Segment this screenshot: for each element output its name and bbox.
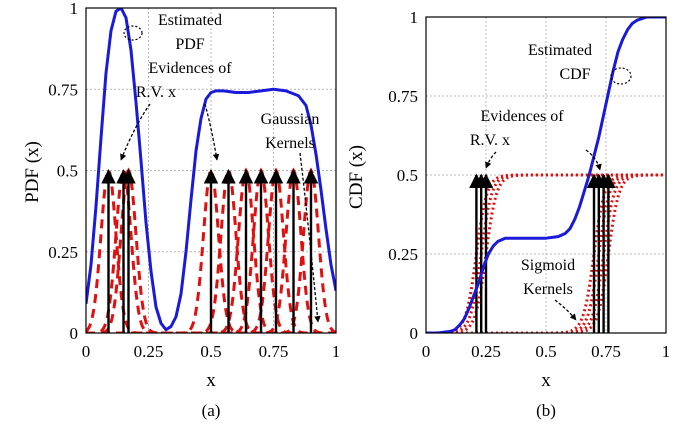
- estimated-pdf-line: [86, 8, 336, 332]
- x-tick-labels-a: 0 0.25 0.5 0.75 1: [82, 342, 341, 361]
- y-tick-label: 0: [70, 324, 79, 343]
- annotation-evidences-a: Evidences of R.V. x: [120, 60, 232, 161]
- annotation-evidences-b: Evidences of R.V. x: [470, 108, 602, 171]
- annotation-gaussian-kernels: Gaussian Kernels: [261, 111, 321, 323]
- y-tick-label: 0.75: [48, 80, 78, 99]
- pointer-arrow: [299, 152, 321, 323]
- annotation-line: CDF: [559, 66, 590, 83]
- annotation-estimated-cdf: Estimated CDF: [528, 42, 632, 85]
- y-tick-label: 0.25: [48, 243, 78, 262]
- pointer-arrow: [204, 103, 220, 161]
- annotation-sigmoid-kernels: Sigmoid Kernels: [521, 257, 577, 321]
- x-tick-label: 1: [332, 342, 341, 361]
- annotation-line: PDF: [175, 36, 204, 53]
- annotation-line: Estimated: [528, 42, 592, 59]
- x-tick-label: 0: [422, 342, 431, 361]
- annotation-estimated-pdf: Estimated PDF: [123, 12, 222, 53]
- annotation-line: R.V. x: [470, 132, 510, 149]
- panel-a: 0 0.25 0.5 0.75 1 0 0.25 0.5 0.75 1 x PDF (x) (a…: [22, 0, 340, 420]
- y-tick-labels-b: 0 0.25 0.5 0.75 1: [388, 8, 418, 343]
- x-tick-label: 0.75: [591, 342, 621, 361]
- highlight-ellipse: [610, 67, 632, 85]
- pointer-arrow: [585, 149, 602, 171]
- plot-frame-a: [85, 7, 337, 334]
- annotation-line: Evidences of: [480, 108, 564, 125]
- y-axis-label-a: PDF (x): [22, 141, 43, 203]
- annotation-line: Gaussian: [261, 111, 320, 128]
- y-tick-label: 0.5: [397, 166, 418, 185]
- annotation-line: Evidences of: [148, 60, 232, 77]
- x-tick-label: 0.5: [200, 342, 221, 361]
- y-tick-label: 0.5: [57, 162, 78, 181]
- annotation-line: R.V. x: [136, 84, 176, 101]
- y-axis-label-b: CDF (x): [346, 145, 367, 209]
- x-tick-label: 0.25: [471, 342, 501, 361]
- estimated-cdf-line: [426, 17, 666, 333]
- x-tick-label: 0.75: [259, 342, 289, 361]
- plot-frame-b: [425, 16, 667, 334]
- y-tick-labels-a: 0 0.25 0.5 0.75 1: [48, 0, 78, 343]
- y-tick-label: 0.75: [388, 87, 418, 106]
- annotation-line: Kernels: [265, 135, 315, 152]
- annotation-line: Kernels: [523, 281, 573, 298]
- y-tick-label: 1: [410, 8, 419, 27]
- y-tick-label: 0.25: [388, 245, 418, 264]
- x-axis-label-a: x: [206, 370, 216, 391]
- y-tick-label: 1: [70, 0, 79, 18]
- panel-b: 0 0.25 0.5 0.75 1 0 0.25 0.5 0.75 1 x CDF (x) (b…: [346, 8, 670, 420]
- pointer-arrow: [120, 103, 151, 161]
- evidence-arrows-a: [101, 169, 319, 333]
- pointer-arrow: [554, 299, 577, 321]
- annotation-line: Sigmoid: [521, 257, 575, 274]
- x-tick-label: 0: [82, 342, 91, 361]
- evidence-arrows-b: [469, 173, 616, 333]
- caption-a: (a): [202, 401, 221, 420]
- y-tick-label: 0: [410, 324, 419, 343]
- annotation-line: Estimated: [158, 12, 222, 29]
- highlight-ellipse: [123, 25, 143, 41]
- x-tick-label: 1: [662, 342, 671, 361]
- x-tick-labels-b: 0 0.25 0.5 0.75 1: [422, 342, 671, 361]
- pointer-arrow: [485, 151, 497, 169]
- x-axis-label-b: x: [541, 370, 551, 391]
- caption-b: (b): [536, 401, 556, 420]
- x-tick-label: 0.5: [535, 342, 556, 361]
- x-tick-label: 0.25: [134, 342, 164, 361]
